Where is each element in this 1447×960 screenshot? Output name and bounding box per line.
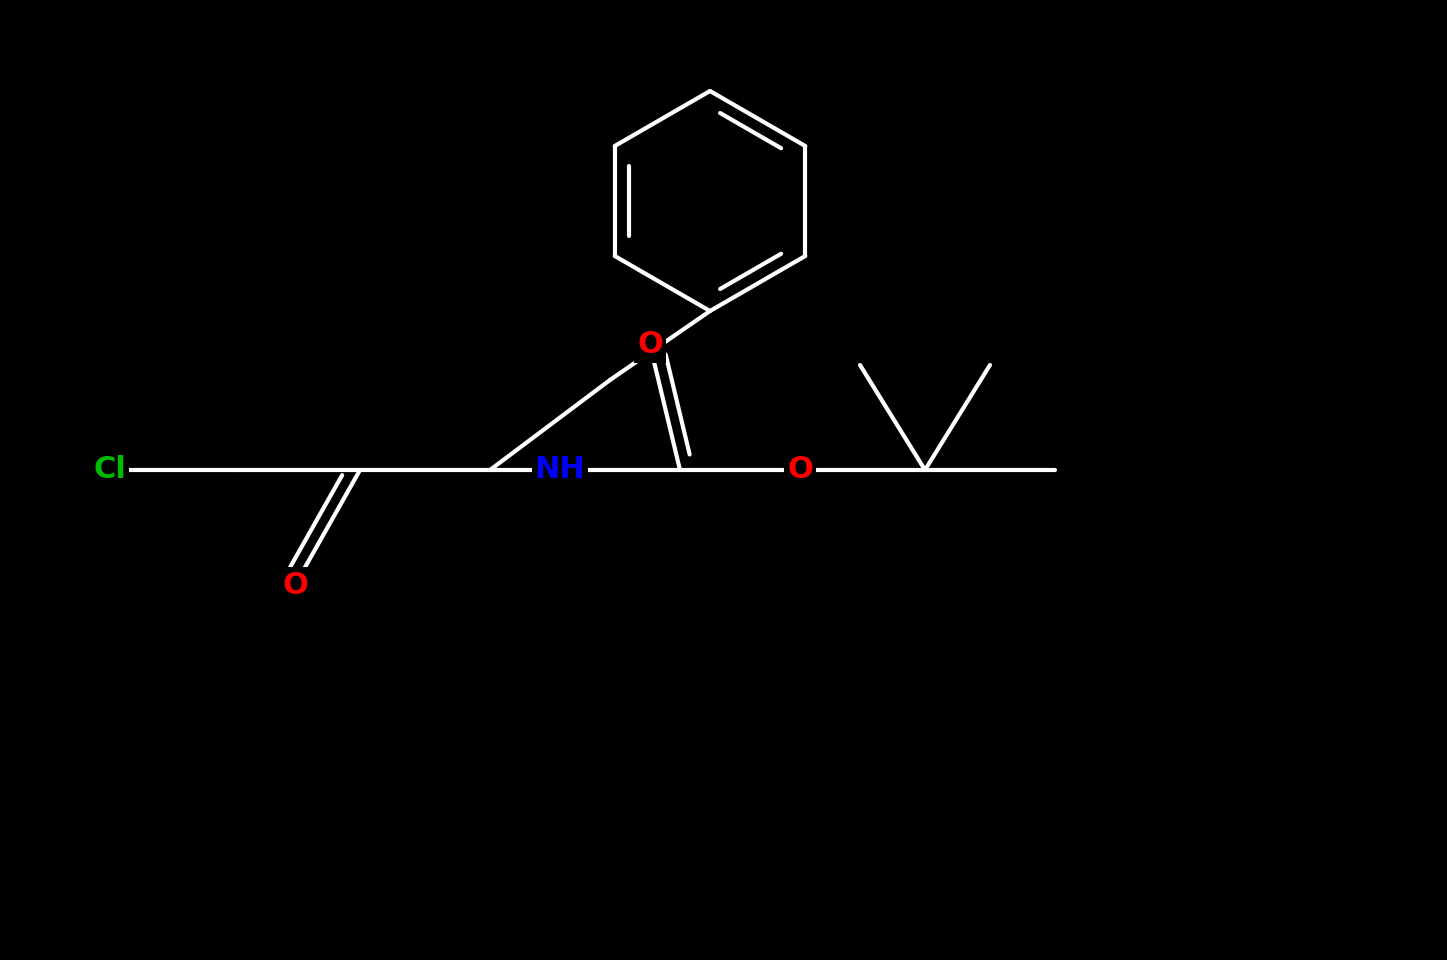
Text: O: O	[787, 455, 813, 485]
Text: NH: NH	[534, 455, 586, 485]
Text: Cl: Cl	[94, 455, 126, 485]
Text: O: O	[637, 330, 663, 359]
Text: O: O	[282, 570, 308, 599]
